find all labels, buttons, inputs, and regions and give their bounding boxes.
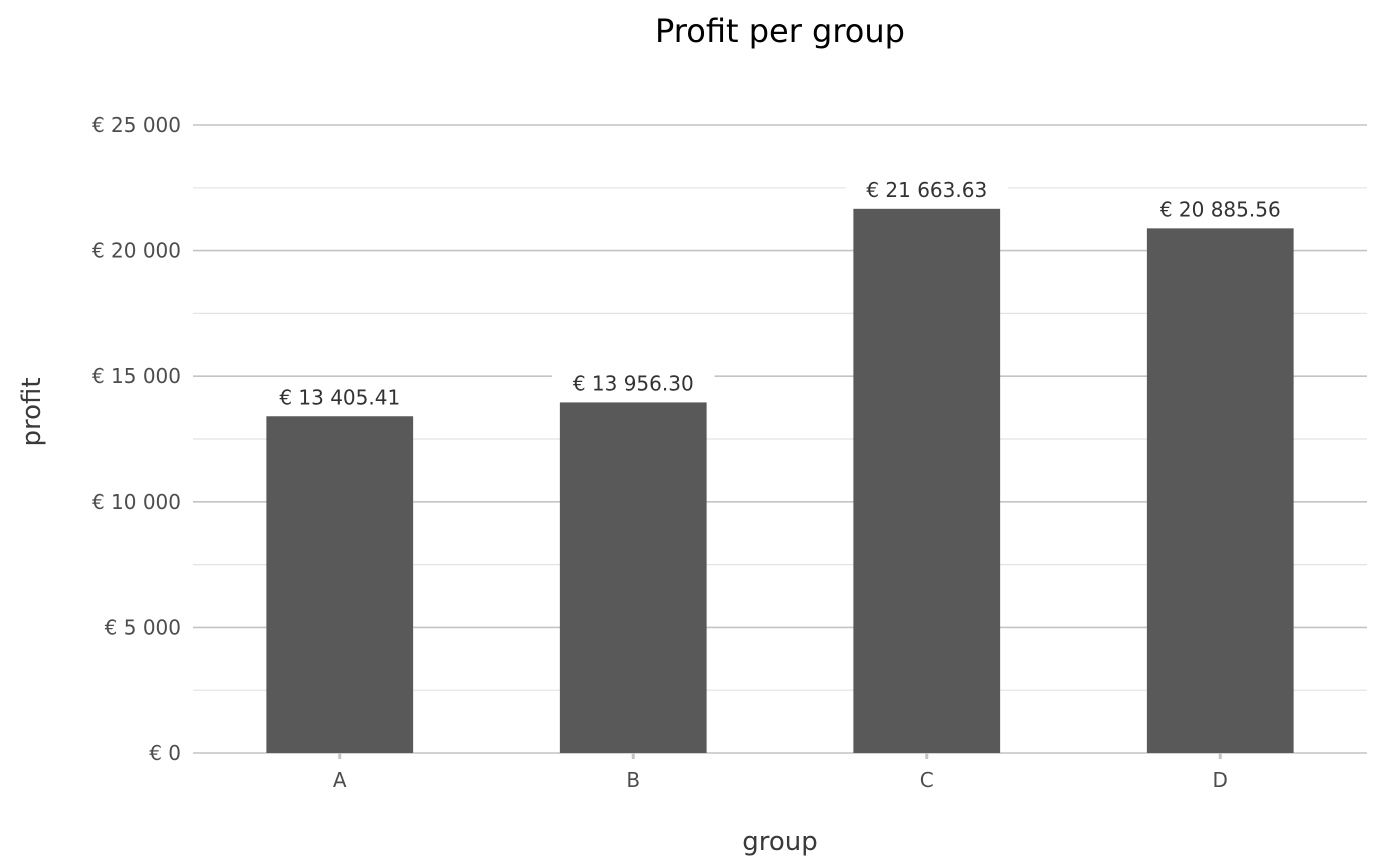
bar-A <box>266 416 414 753</box>
x-tick-label: B <box>626 768 640 792</box>
data-label-background <box>551 370 715 397</box>
data-label-C: € 21 663.63 <box>866 178 987 202</box>
chart-title: Profit per group <box>655 12 905 50</box>
bars-layer <box>266 208 1294 753</box>
data-label-background <box>258 384 422 411</box>
y-axis: € 0 € 5 000 € 10 000 € 15 000 € 20 000 € 25 0… <box>92 113 181 765</box>
y-axis-label: profit <box>17 377 47 446</box>
data-label-background <box>845 176 1009 203</box>
x-tick-label: C <box>920 768 934 792</box>
y-tick-label: € 5 000 <box>105 615 181 639</box>
bar-C <box>853 208 1001 753</box>
y-tick-label: € 10 000 <box>92 490 181 514</box>
bar-B <box>559 402 707 753</box>
x-axis: A B C D <box>333 753 1228 792</box>
data-label-A: € 13 405.41 <box>279 385 400 409</box>
y-tick-label: € 15 000 <box>92 364 181 388</box>
y-tick-label: € 20 000 <box>92 239 181 263</box>
data-labels-layer: € 13 405.41 € 13 956.30 € 21 663.63 € 20 88… <box>258 176 1302 411</box>
x-tick-label: A <box>333 768 347 792</box>
x-axis-label: group <box>742 827 818 857</box>
data-label-B: € 13 956.30 <box>573 371 694 395</box>
y-tick-label: € 0 <box>149 741 181 765</box>
bar-D <box>1146 228 1294 753</box>
x-tick-label: D <box>1213 768 1228 792</box>
y-tick-label: € 25 000 <box>92 113 181 137</box>
data-label-background <box>1138 196 1302 223</box>
data-label-D: € 20 885.56 <box>1160 197 1281 221</box>
